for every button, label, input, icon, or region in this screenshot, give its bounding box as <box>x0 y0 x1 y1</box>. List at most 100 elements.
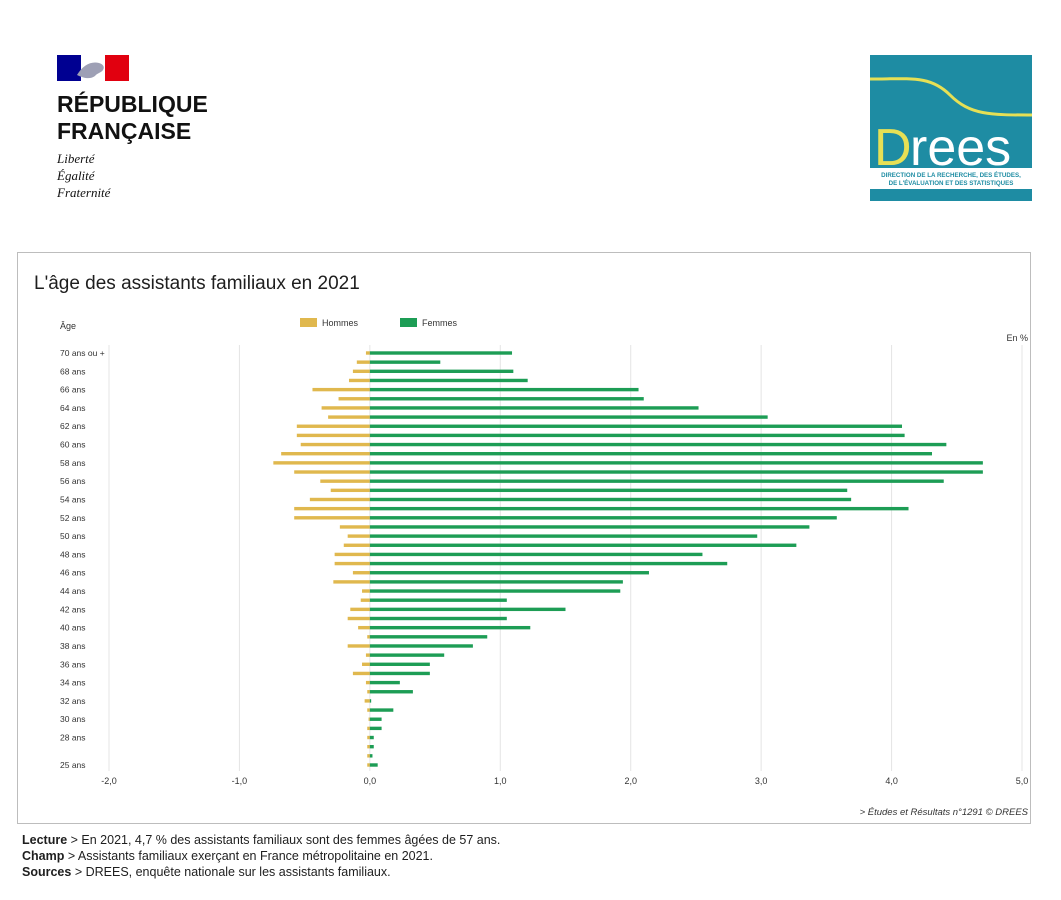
marianne-red-band <box>105 55 129 81</box>
chart-frame: L'âge des assistants familiaux en 2021 Â… <box>17 252 1031 824</box>
x-tick-label: 0,0 <box>364 776 377 786</box>
x-tick-labels: -2,0 -1,0 0,0 1,0 2,0 3,0 4,0 5,0 <box>101 776 1028 786</box>
y-tick-label: 42 ans <box>60 604 86 614</box>
bar-hommes-14 <box>367 635 370 639</box>
y-tick-label: 38 ans <box>60 641 86 651</box>
bar-hommes-2 <box>367 744 370 749</box>
x-tick-label: 1,0 <box>494 776 507 786</box>
y-tick-label: 34 ans <box>60 678 86 688</box>
y-tick-label: 54 ans <box>60 494 86 504</box>
bar-femmes-34 <box>369 452 933 456</box>
bar-femmes-39 <box>369 406 699 410</box>
bar-hommes-4 <box>367 726 370 731</box>
note-champ: Champ > Assistants familiaux exerçant en… <box>22 849 433 863</box>
bar-hommes-17 <box>350 607 370 612</box>
y-tick-label: 40 ans <box>60 623 86 633</box>
bar-femmes-18 <box>369 598 507 602</box>
bar-femmes-27 <box>369 516 837 520</box>
drees-tagline-2: DE L'ÉVALUATION ET DES STATISTIQUES <box>889 179 1014 187</box>
bar-hommes-23 <box>334 552 370 557</box>
bar-hommes-20 <box>333 580 370 584</box>
bar-femmes-1 <box>369 754 373 758</box>
bar-femmes-2 <box>369 744 374 749</box>
bar-femmes-40 <box>369 397 644 401</box>
y-tick-label: 64 ans <box>60 403 86 413</box>
bar-femmes-4 <box>369 726 382 731</box>
bar-hommes-39 <box>321 406 370 410</box>
drees-wordmark-d: D <box>874 119 912 177</box>
bar-hommes-28 <box>294 506 370 511</box>
x-tick-label: -1,0 <box>232 776 248 786</box>
bar-femmes-15 <box>369 625 531 630</box>
bar-femmes-5 <box>369 717 382 721</box>
bar-hommes-13 <box>347 644 370 648</box>
age-pyramid-chart: L'âge des assistants familiaux en 2021 Â… <box>34 273 1029 818</box>
bar-hommes-11 <box>362 662 370 666</box>
bar-femmes-0 <box>369 763 378 767</box>
bar-hommes-5 <box>368 717 370 721</box>
bar-femmes-41 <box>369 387 639 392</box>
motto-egalite: Égalité <box>56 168 96 183</box>
bar-femmes-10 <box>369 671 430 676</box>
y-tick-label: 62 ans <box>60 421 86 431</box>
bar-hommes-22 <box>334 561 370 566</box>
bar-hommes-8 <box>367 690 370 694</box>
y-tick-label: 60 ans <box>60 440 86 450</box>
bar-hommes-32 <box>294 470 370 474</box>
bar-femmes-23 <box>369 552 703 557</box>
bar-hommes-24 <box>343 543 370 547</box>
bar-hommes-31 <box>320 479 370 483</box>
bar-hommes-26 <box>339 525 370 529</box>
y-tick-label: 58 ans <box>60 458 86 468</box>
y-tick-label: 25 ans <box>60 760 86 770</box>
bar-hommes-37 <box>296 424 370 428</box>
drees-tagline-1: DIRECTION DE LA RECHERCHE, DES ÉTUDES, <box>881 171 1021 179</box>
bar-femmes-6 <box>369 708 394 712</box>
x-tick-label: 5,0 <box>1016 776 1029 786</box>
grid-lines <box>108 345 1023 771</box>
source-reference: > Études et Résultats n°1291 © DREES <box>860 807 1029 818</box>
bar-femmes-35 <box>369 442 947 447</box>
bar-hommes-38 <box>328 415 370 419</box>
republique-francaise-logo: RÉPUBLIQUE FRANÇAISE Liberté Égalité Fra… <box>55 55 255 205</box>
bar-femmes-17 <box>369 607 566 612</box>
chart-notes: Lecture > En 2021, 4,7 % des assistants … <box>22 832 500 880</box>
bar-hommes-3 <box>367 735 370 740</box>
y-tick-label: 44 ans <box>60 586 86 596</box>
bar-femmes-43 <box>369 369 514 374</box>
bar-femmes-33 <box>369 461 983 465</box>
y-tick-label: 70 ans ou + <box>60 348 105 358</box>
bar-hommes-45 <box>365 351 370 355</box>
bar-femmes-8 <box>369 690 413 694</box>
note-sources: Sources > DREES, enquête nationale sur l… <box>22 865 391 879</box>
x-tick-label: 3,0 <box>755 776 768 786</box>
bar-femmes-28 <box>369 506 909 511</box>
y-tick-label: 50 ans <box>60 531 86 541</box>
republique-line2: FRANÇAISE <box>57 118 191 144</box>
drees-curve-icon <box>869 77 1033 117</box>
y-tick-label: 68 ans <box>60 366 86 376</box>
marianne-profile-icon <box>77 62 104 79</box>
bar-hommes-44 <box>356 360 370 364</box>
unit-label: En % <box>1006 333 1028 343</box>
bar-hommes-1 <box>367 754 370 758</box>
bar-hommes-6 <box>367 708 370 712</box>
bar-hommes-33 <box>273 461 370 465</box>
bar-femmes-31 <box>369 479 944 483</box>
bar-femmes-16 <box>369 616 507 621</box>
bar-hommes-43 <box>352 369 370 374</box>
x-tick-label: 4,0 <box>885 776 898 786</box>
y-tick-label: 28 ans <box>60 733 86 743</box>
bar-hommes-41 <box>312 387 370 392</box>
bar-femmes-19 <box>369 589 621 593</box>
x-tick-label: -2,0 <box>101 776 117 786</box>
republique-line1: RÉPUBLIQUE <box>57 90 208 117</box>
bar-femmes-3 <box>369 735 374 740</box>
bar-hommes-35 <box>300 442 370 447</box>
bar-femmes-30 <box>369 488 848 493</box>
bar-femmes-13 <box>369 644 473 648</box>
bar-hommes-42 <box>348 378 370 383</box>
bar-hommes-21 <box>352 571 370 575</box>
bar-hommes-9 <box>365 680 370 685</box>
bar-femmes-29 <box>369 497 852 502</box>
